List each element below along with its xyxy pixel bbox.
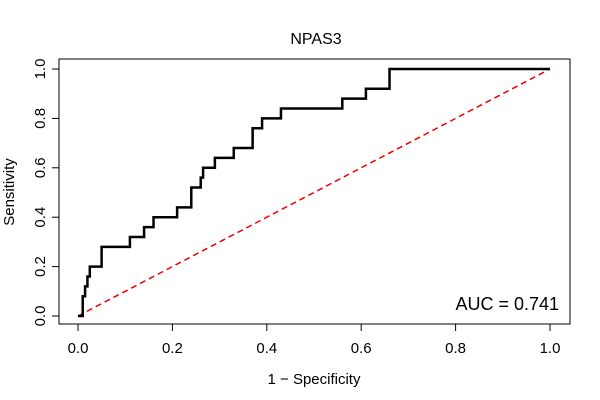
x-tick-label: 0.2 — [162, 340, 183, 357]
roc-curve-line — [78, 67, 550, 318]
x-tick-label: 0.8 — [445, 340, 466, 357]
y-tick-label: 0.0 — [32, 306, 49, 327]
y-tick-label: 0.6 — [32, 157, 49, 178]
y-axis: 0.0 0.2 0.4 0.6 0.8 1.0 — [32, 59, 60, 327]
y-tick-label: 1.0 — [32, 59, 49, 80]
y-axis-label: Sensitivity — [1, 158, 18, 226]
y-tick-label: 0.4 — [32, 207, 49, 228]
series-layer — [77, 67, 551, 318]
x-tick-label: 1.0 — [540, 340, 561, 357]
x-tick-label: 0.0 — [68, 340, 89, 357]
x-axis-label: 1 − Specificity — [268, 371, 361, 388]
x-tick-label: 0.6 — [351, 340, 372, 357]
auc-annotation: AUC = 0.741 — [455, 294, 559, 314]
y-tick-label: 0.2 — [32, 256, 49, 277]
plot-frame — [58, 58, 571, 325]
chart-title: NPAS3 — [290, 31, 341, 48]
y-tick-label: 0.8 — [32, 108, 49, 129]
x-tick-label: 0.4 — [256, 340, 277, 357]
x-axis: 0.0 0.2 0.4 0.6 0.8 1.0 — [68, 323, 561, 357]
reference-diagonal-line — [77, 68, 551, 317]
